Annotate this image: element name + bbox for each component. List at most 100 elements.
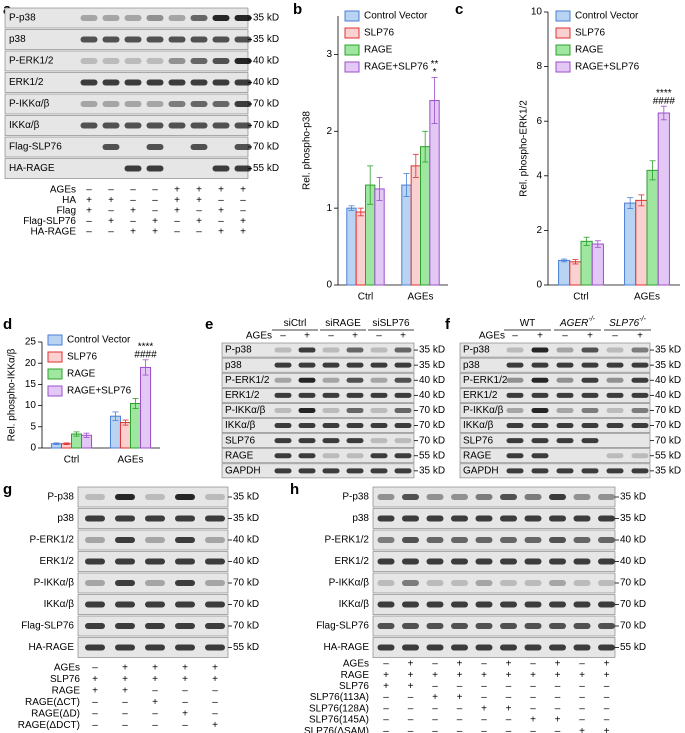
band: [394, 407, 412, 413]
treatment-sign: –: [604, 715, 610, 726]
treatment-sign: –: [432, 681, 438, 692]
marker-label: 40 kD: [419, 390, 445, 401]
band: [377, 580, 395, 586]
treatment-sign: +: [481, 670, 487, 681]
treatment-sign: –: [174, 227, 180, 238]
band: [168, 79, 186, 86]
band: [80, 58, 98, 64]
treatment-sign: –: [506, 715, 512, 726]
legend-swatch: [344, 61, 360, 73]
band: [145, 644, 165, 651]
band: [475, 580, 493, 586]
band: [426, 515, 444, 522]
treatment-label: AGEs: [50, 185, 76, 196]
y-tick-label: 2: [536, 225, 542, 236]
treatment-label: RAGE(ΔDCT): [18, 720, 80, 731]
error-bar: [132, 397, 139, 409]
error-bar: [649, 160, 656, 181]
treatment-sign: +: [212, 720, 218, 731]
treatment-sign: +: [152, 663, 158, 674]
marker-label: 40 kD: [620, 535, 646, 546]
blot-label: ERK1/2: [40, 556, 75, 567]
band: [581, 347, 599, 353]
band: [556, 438, 574, 444]
y-tick-label: 3: [326, 49, 332, 60]
band: [146, 165, 164, 172]
band: [500, 623, 517, 629]
band: [370, 468, 388, 474]
treatment-sign: –: [530, 659, 536, 670]
band: [549, 558, 566, 565]
band: [377, 601, 395, 608]
band: [606, 453, 624, 459]
significance: *: [433, 67, 437, 78]
band: [370, 392, 388, 398]
band: [115, 494, 135, 500]
band: [598, 601, 615, 608]
treatment-sign: –: [152, 195, 158, 206]
error-bar: [638, 194, 645, 207]
band: [606, 347, 624, 353]
legend-swatch: [555, 27, 571, 39]
y-tick-label: 0: [30, 443, 36, 454]
agent-sign: –: [612, 331, 618, 342]
marker-label: 70 kD: [253, 142, 279, 153]
band: [190, 101, 208, 107]
band: [205, 494, 225, 500]
treatment-sign: +: [240, 227, 246, 238]
treatment-sign: +: [86, 206, 92, 217]
treatment-sign: –: [481, 681, 487, 692]
band: [606, 377, 624, 383]
band: [145, 558, 165, 565]
treatment-sign: –: [86, 185, 92, 196]
band: [205, 601, 225, 608]
blot-label: P-p38: [9, 13, 36, 24]
band: [631, 453, 649, 459]
treatment-sign: –: [122, 709, 128, 720]
band: [145, 601, 165, 608]
band: [175, 644, 195, 651]
treatment-sign: +: [196, 195, 202, 206]
band: [175, 623, 195, 629]
treatment-sign: +: [86, 195, 92, 206]
band: [402, 601, 419, 608]
agent-label: AGEs: [246, 331, 272, 342]
treatment-sign: +: [432, 692, 438, 703]
band: [475, 558, 493, 565]
treatment-sign: +: [174, 206, 180, 217]
band: [175, 537, 195, 543]
group-label: siCtrl: [284, 318, 307, 329]
y-tick-label: 15: [25, 379, 37, 390]
band: [274, 423, 292, 429]
treatment-sign: –: [457, 715, 463, 726]
band: [274, 347, 292, 353]
band: [115, 537, 135, 543]
band: [346, 438, 364, 444]
band: [426, 558, 444, 565]
treatment-sign: +: [174, 195, 180, 206]
band: [212, 101, 230, 107]
band: [394, 468, 412, 474]
treatment-sign: +: [506, 703, 512, 714]
treatment-sign: –: [152, 206, 158, 217]
treatment-sign: –: [383, 692, 389, 703]
y-tick-label: 10: [531, 7, 543, 18]
legend-label: RAGE+SLP76: [364, 62, 429, 73]
legend-swatch: [555, 61, 571, 73]
band: [606, 468, 624, 474]
panel-label: c: [455, 1, 463, 18]
marker-label: 55 kD: [233, 642, 259, 653]
treatment-sign: –: [182, 697, 188, 708]
band: [274, 407, 292, 413]
treatment-sign: +: [604, 659, 610, 670]
band: [322, 377, 340, 383]
treatment-sign: +: [457, 692, 463, 703]
band: [80, 36, 98, 43]
treatment-sign: –: [212, 686, 218, 697]
agent-sign: +: [304, 331, 310, 342]
treatment-sign: –: [506, 692, 512, 703]
band: [531, 377, 549, 383]
band: [377, 623, 395, 629]
legend-label: SLP76: [575, 28, 605, 39]
band: [212, 36, 230, 43]
